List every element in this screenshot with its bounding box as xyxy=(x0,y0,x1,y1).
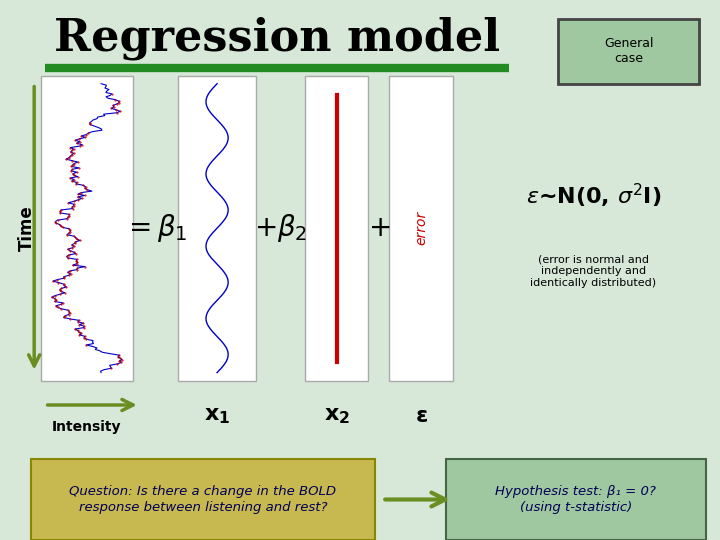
FancyBboxPatch shape xyxy=(390,76,453,381)
Text: $+$: $+$ xyxy=(368,214,390,242)
FancyBboxPatch shape xyxy=(41,76,132,381)
Text: $\mathbf{x_1}$: $\mathbf{x_1}$ xyxy=(204,406,230,426)
Text: Regression model: Regression model xyxy=(54,16,500,59)
FancyBboxPatch shape xyxy=(31,459,375,540)
Text: Time: Time xyxy=(17,205,35,251)
Text: Hypothesis test: β₁ = 0?
(using t-statistic): Hypothesis test: β₁ = 0? (using t-statis… xyxy=(495,485,656,514)
FancyBboxPatch shape xyxy=(305,76,369,381)
FancyBboxPatch shape xyxy=(558,19,699,84)
Text: General
case: General case xyxy=(604,37,653,65)
Text: $\mathbf{x_2}$: $\mathbf{x_2}$ xyxy=(323,406,350,426)
Text: Question: Is there a change in the BOLD
response between listening and rest?: Question: Is there a change in the BOLD … xyxy=(69,485,336,514)
Text: $= \beta_1$: $= \beta_1$ xyxy=(123,212,188,244)
Text: $+ \beta_2$: $+ \beta_2$ xyxy=(253,212,307,244)
FancyBboxPatch shape xyxy=(446,459,706,540)
Text: (error is normal and
independently and
identically distributed): (error is normal and independently and i… xyxy=(531,255,657,288)
Text: Intensity: Intensity xyxy=(52,420,122,434)
Text: $\varepsilon$~N(0, $\sigma^2$I): $\varepsilon$~N(0, $\sigma^2$I) xyxy=(526,181,661,210)
FancyBboxPatch shape xyxy=(179,76,256,381)
Text: $\mathbf{\varepsilon}$: $\mathbf{\varepsilon}$ xyxy=(415,406,428,426)
Text: error: error xyxy=(414,211,428,245)
